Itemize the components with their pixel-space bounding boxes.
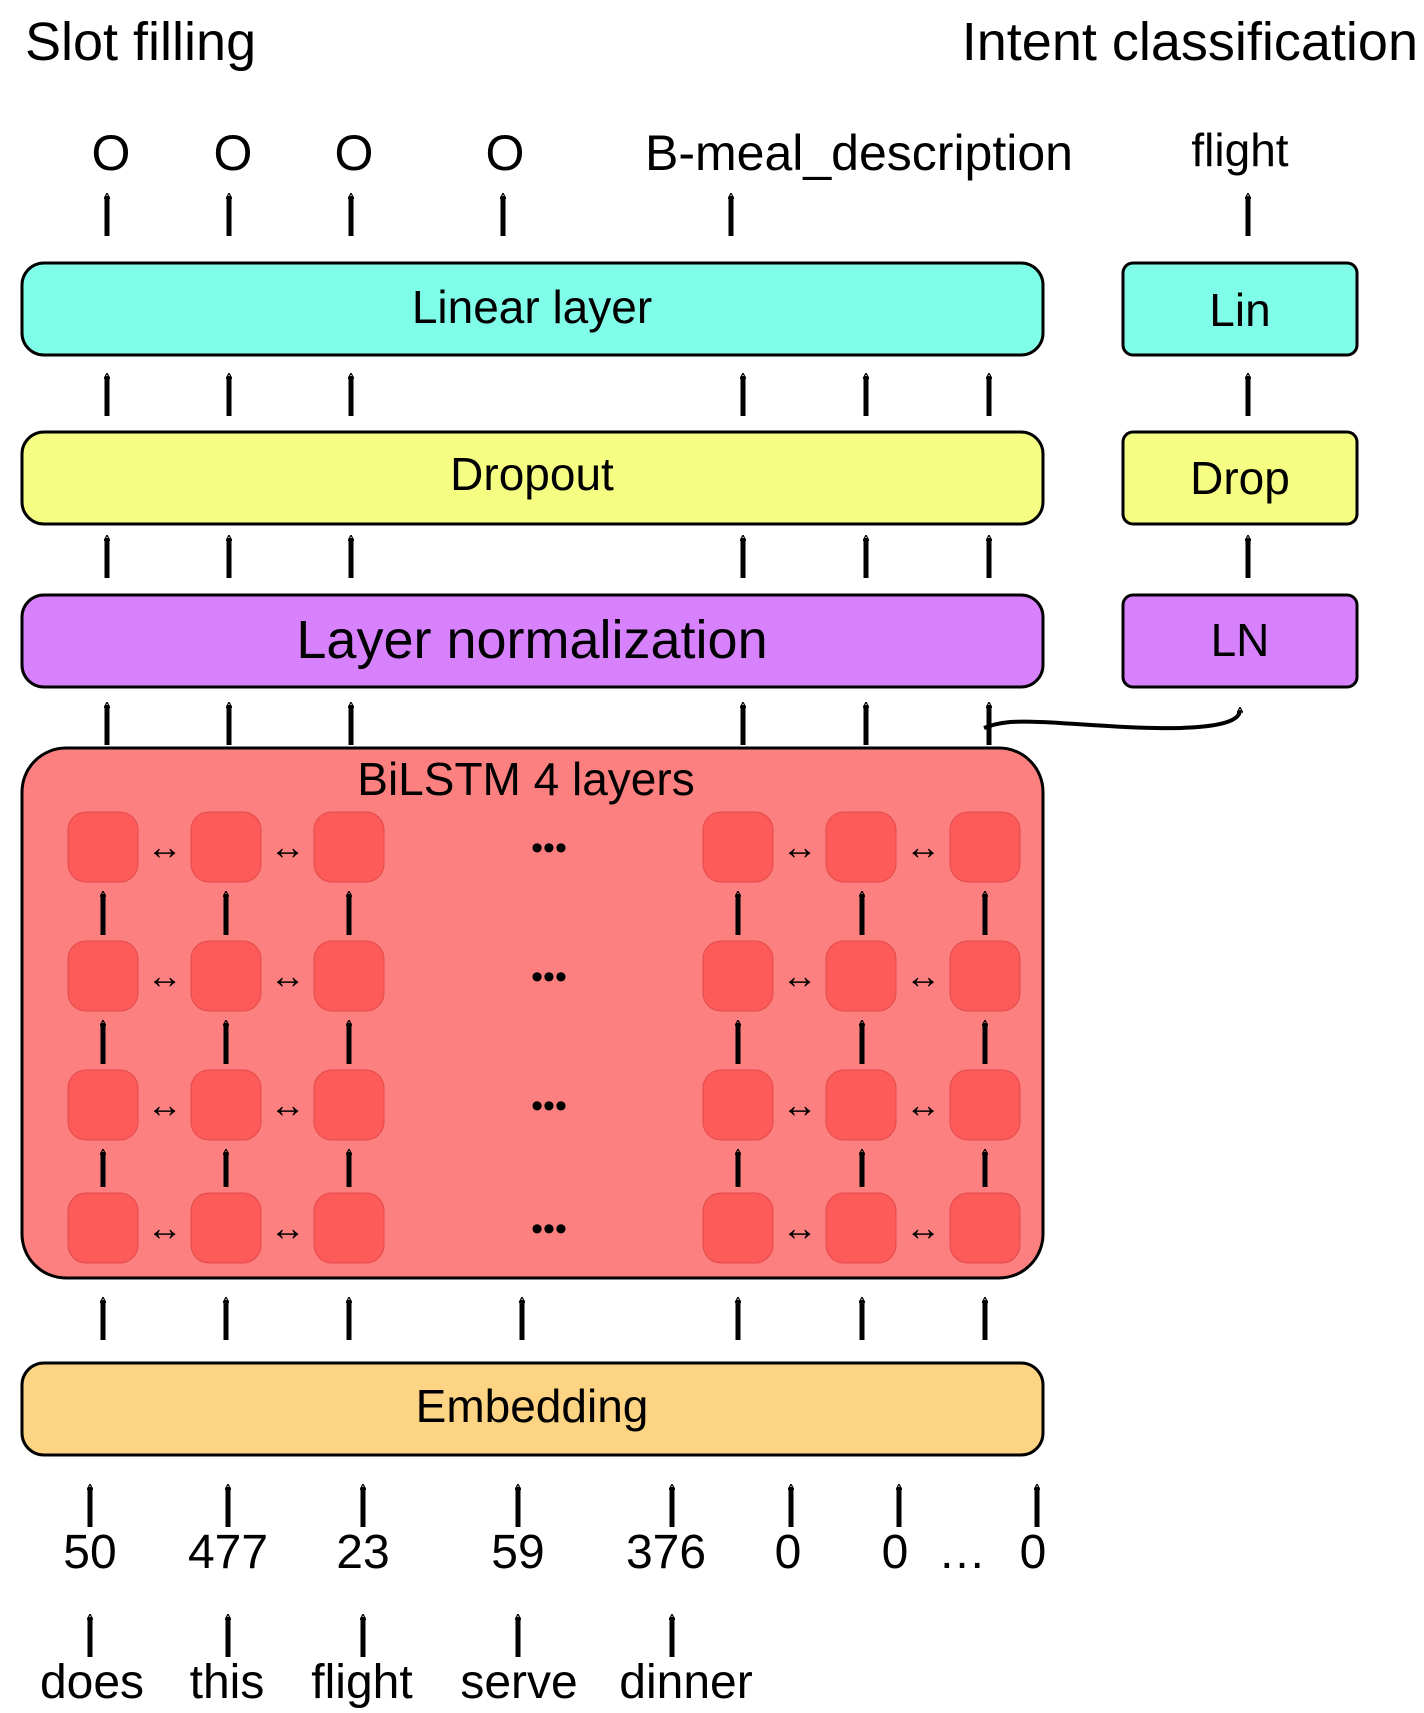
lstm-cell	[67, 1192, 139, 1264]
linear-layer-box	[20, 261, 1045, 357]
lstm-cell	[313, 1069, 385, 1141]
token-id: 23	[336, 1526, 389, 1579]
bidirectional-arrow-icon: ↔	[270, 955, 306, 996]
lstm-cell	[702, 811, 774, 883]
lstm-cell	[825, 940, 897, 1012]
slot-output-label: O	[486, 125, 525, 181]
lstm-cell	[313, 1192, 385, 1264]
bidirectional-arrow-icon: ↔	[147, 1207, 183, 1248]
intent-dropout-box	[1121, 430, 1359, 526]
lstm-cell	[67, 940, 139, 1012]
input-word: this	[190, 1656, 265, 1709]
token-id: 0	[1020, 1526, 1047, 1579]
layernorm-box	[20, 593, 1045, 689]
intent-layernorm-box	[1121, 593, 1359, 689]
embedding-box	[20, 1361, 1045, 1457]
dropout-box	[20, 430, 1045, 526]
intent-classification-heading: Intent classification	[962, 12, 1418, 72]
bidirectional-arrow-icon: ↔	[147, 1084, 183, 1125]
bilstm-box	[20, 746, 1045, 1280]
slot-output-label: O	[335, 125, 374, 181]
lstm-cell	[949, 811, 1021, 883]
slot-output-label: O	[214, 125, 253, 181]
lstm-cell	[190, 940, 262, 1012]
bidirectional-arrow-icon: ↔	[270, 1207, 306, 1248]
slot-filling-heading: Slot filling	[25, 12, 256, 72]
bidirectional-arrow-icon: ↔	[905, 1084, 941, 1125]
input-word: does	[40, 1656, 144, 1709]
bilstm-cells: ↔ ↔ ↔ ↔ ••• ↔ ↔ ↔ ↔ ••• ↔ ↔ ↔ ↔ ••• ↔ ↔ ↔ ↔ •••	[67, 811, 1021, 1264]
bidirectional-arrow-icon: ↔	[905, 1207, 941, 1248]
token-ids: 50 477 23 59 376 0 0 … 0	[63, 1526, 1046, 1579]
intent-output-label: flight	[1191, 124, 1288, 176]
input-word: flight	[311, 1656, 412, 1709]
bidirectional-arrow-icon: ↔	[782, 1084, 818, 1125]
bilstm-ellipsis: •••	[531, 1210, 567, 1248]
lstm-cell	[949, 1192, 1021, 1264]
input-word: dinner	[619, 1656, 752, 1709]
slot-output-label: B-meal_description	[645, 125, 1073, 181]
intent-linear-label: Lin	[1209, 284, 1270, 336]
token-id: 50	[63, 1526, 116, 1579]
token-id: 477	[188, 1526, 268, 1579]
lstm-cell	[702, 1069, 774, 1141]
linear-layer-label: Linear layer	[412, 281, 652, 333]
bidirectional-arrow-icon: ↔	[782, 955, 818, 996]
bidirectional-arrow-icon: ↔	[270, 826, 306, 867]
bidirectional-arrow-icon: ↔	[905, 955, 941, 996]
lstm-cell	[313, 940, 385, 1012]
lstm-cell	[67, 1069, 139, 1141]
lstm-cell	[67, 811, 139, 883]
input-words: does this flight serve dinner	[40, 1656, 753, 1709]
bidirectional-arrow-icon: ↔	[782, 1207, 818, 1248]
lstm-cell	[190, 1069, 262, 1141]
dropout-label: Dropout	[450, 448, 614, 500]
arrows	[90, 196, 1248, 1657]
bidirectional-arrow-icon: ↔	[782, 826, 818, 867]
token-id: 376	[626, 1526, 706, 1579]
bilstm-ellipsis: •••	[531, 958, 567, 996]
slot-output-label: O	[92, 125, 131, 181]
lstm-cell	[313, 811, 385, 883]
lstm-cell	[949, 940, 1021, 1012]
lstm-cell	[190, 1192, 262, 1264]
lstm-cell	[190, 811, 262, 883]
lstm-cell	[702, 940, 774, 1012]
lstm-cell	[949, 1069, 1021, 1141]
token-id: 0	[775, 1526, 802, 1579]
bilstm-ellipsis: •••	[531, 829, 567, 867]
bidirectional-arrow-icon: ↔	[147, 826, 183, 867]
intent-connector	[983, 710, 1240, 731]
bilstm-ellipsis: •••	[531, 1087, 567, 1125]
lstm-cell	[825, 811, 897, 883]
bidirectional-arrow-icon: ↔	[905, 826, 941, 867]
layernorm-label: Layer normalization	[296, 610, 767, 670]
bidirectional-arrow-icon: ↔	[147, 955, 183, 996]
intent-linear-box	[1121, 261, 1359, 357]
input-word: serve	[460, 1656, 577, 1709]
embedding-label: Embedding	[416, 1380, 649, 1432]
intent-layernorm-label: LN	[1211, 614, 1270, 666]
slot-outputs: O O O O B-meal_description	[92, 125, 1073, 181]
token-ids-ellipsis: …	[938, 1526, 986, 1579]
token-id: 0	[882, 1526, 909, 1579]
lstm-cell	[825, 1192, 897, 1264]
bidirectional-arrow-icon: ↔	[270, 1084, 306, 1125]
bilstm-label: BiLSTM 4 layers	[357, 753, 694, 805]
intent-dropout-label: Drop	[1190, 452, 1290, 504]
lstm-cell	[702, 1192, 774, 1264]
lstm-cell	[825, 1069, 897, 1141]
token-id: 59	[491, 1526, 544, 1579]
